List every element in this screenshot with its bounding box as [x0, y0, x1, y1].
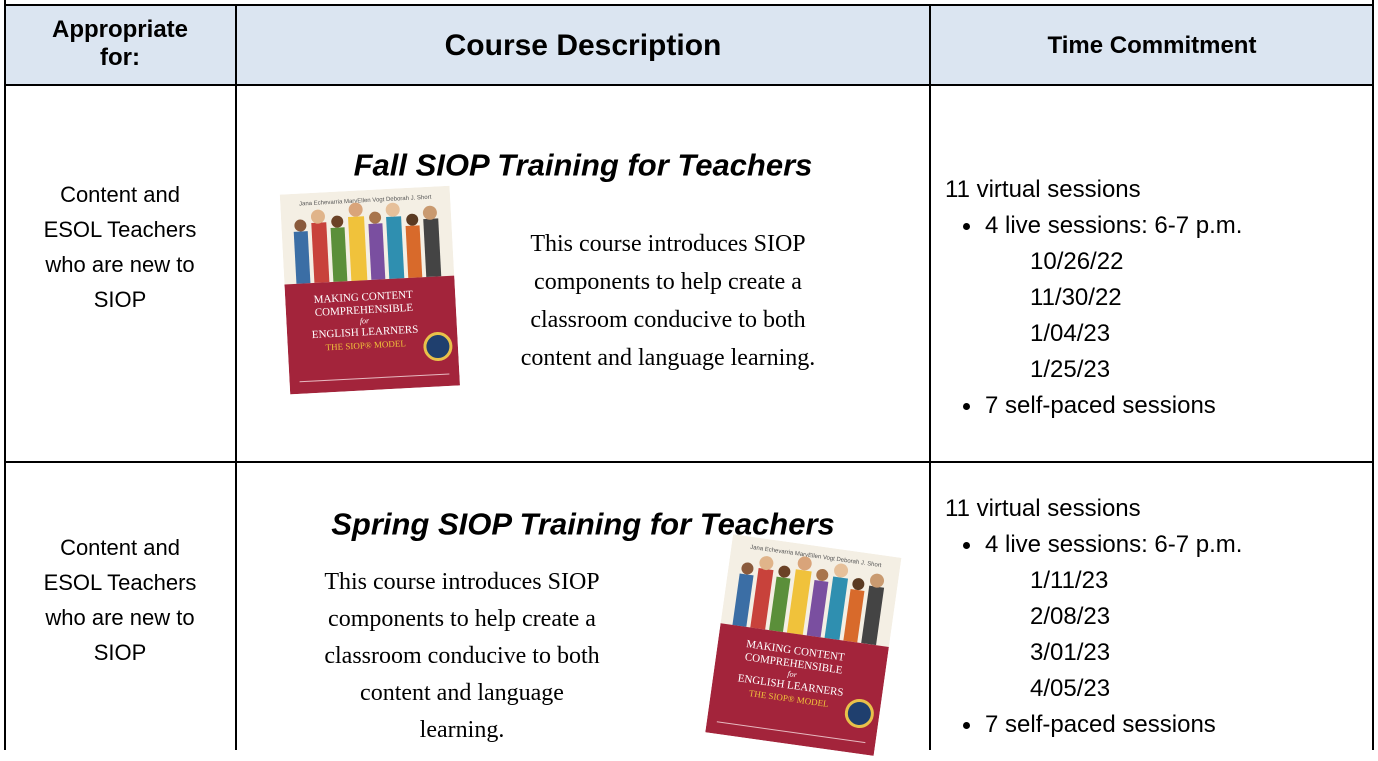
book-image: Jana Echevarria MaryEllen Vogt Deborah J…: [279, 185, 460, 400]
border: [4, 84, 1374, 86]
session-date: 1/11/23: [1030, 567, 1109, 594]
course-title: Spring SIOP Training for Teachers: [331, 506, 835, 542]
description-line: This course introduces SIOP: [530, 231, 806, 257]
description-line: content and language learning.: [520, 345, 816, 371]
bullet-dot: [963, 542, 970, 549]
session-date: 3/01/23: [1030, 639, 1111, 666]
book-title-line: for: [360, 316, 371, 326]
cover-people: [293, 202, 442, 284]
audience-line: Content and: [60, 182, 180, 207]
description-line: components to help create a: [328, 606, 596, 632]
description-line: This course introduces SIOP: [324, 569, 600, 595]
book-title-line: ENGLISH LEARNERS: [312, 324, 419, 342]
cover-badge: [844, 698, 874, 728]
border: [4, 0, 6, 750]
bullet-dot: [963, 223, 970, 230]
book-title-line: for: [787, 669, 798, 679]
border: [4, 4, 1374, 6]
cover-bottom: [284, 275, 460, 395]
bullet: 7 self-paced sessions: [985, 392, 1216, 419]
bullet: 4 live sessions: 6-7 p.m.: [985, 531, 1243, 558]
header-cell: Appropriate: [51, 16, 189, 43]
cover-rule: [299, 373, 450, 383]
book-title-line: COMPREHENSIBLE: [314, 302, 413, 319]
book-cover: Jana Echevarria MaryEllen Vogt Deborah J…: [705, 534, 902, 756]
header-cell: Time Commitment: [1047, 32, 1257, 59]
border: [929, 4, 931, 750]
description-line: classroom conducive to both: [324, 643, 600, 669]
time-intro: 11 virtual sessions: [945, 176, 1141, 203]
session-date: 2/08/23: [1030, 603, 1111, 630]
session-date: 10/26/22: [1030, 248, 1124, 275]
book-cover: Jana Echevarria MaryEllen Vogt Deborah J…: [279, 185, 460, 395]
description-line: content and language: [360, 680, 564, 706]
session-date: 11/30/22: [1030, 284, 1122, 311]
header-cell: Course Description: [444, 29, 722, 62]
session-date: 4/05/23: [1030, 675, 1111, 702]
cover-bottom: [705, 623, 889, 756]
border: [4, 461, 1374, 463]
book-model: THE SIOP® MODEL: [325, 338, 406, 352]
bullet-dot: [963, 722, 970, 729]
header-cell: for:: [100, 44, 140, 71]
cover-people: [732, 556, 885, 646]
audience-line: ESOL Teachers: [43, 570, 197, 595]
session-date: 1/25/23: [1030, 356, 1111, 383]
bullet-dot: [963, 403, 970, 410]
session-date: 1/04/23: [1030, 320, 1111, 347]
description-line: classroom conducive to both: [530, 307, 806, 333]
audience-line: who are new to: [45, 605, 195, 630]
description-line: learning.: [419, 717, 505, 743]
course-title: Fall SIOP Training for Teachers: [353, 147, 813, 183]
bullet: 7 self-paced sessions: [985, 711, 1216, 738]
border: [235, 4, 237, 750]
header-background: [5, 5, 1373, 85]
book-image: Jana Echevarria MaryEllen Vogt Deborah J…: [705, 534, 902, 761]
time-intro: 11 virtual sessions: [945, 495, 1141, 522]
audience-line: Content and: [60, 535, 180, 560]
book-title-line: MAKING CONTENT: [313, 289, 413, 306]
audience-line: SIOP: [93, 287, 147, 312]
audience-line: ESOL Teachers: [43, 217, 197, 242]
description-line: components to help create a: [534, 269, 802, 295]
cover-badge: [423, 332, 453, 362]
audience-line: who are new to: [45, 252, 195, 277]
border: [1372, 0, 1374, 750]
bullet: 4 live sessions: 6-7 p.m.: [985, 212, 1243, 239]
audience-line: SIOP: [93, 640, 147, 665]
cover-rule: [716, 721, 866, 744]
